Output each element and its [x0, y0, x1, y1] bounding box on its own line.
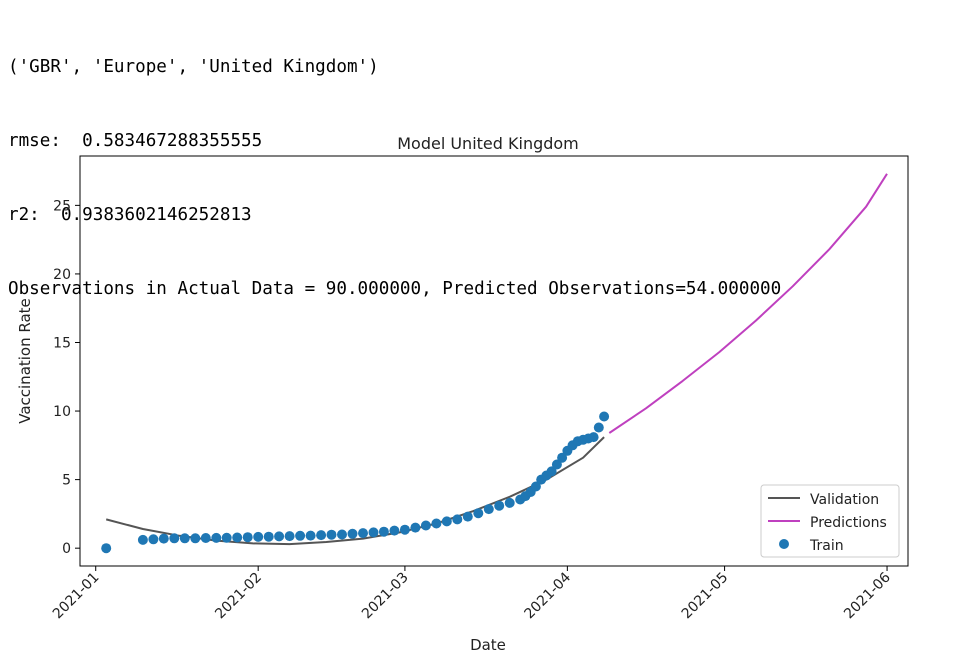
train-point [295, 530, 306, 541]
x-tick-label: 2021-03 [359, 570, 412, 623]
train-point [588, 432, 599, 443]
train-point [316, 530, 327, 541]
train-point [137, 534, 148, 545]
legend: Validation Predictions Train [760, 484, 900, 558]
train-point [483, 504, 494, 515]
legend-label-predictions: Predictions [810, 515, 887, 531]
y-tick-label: 5 [62, 473, 71, 489]
train-point [337, 529, 347, 540]
train-point [551, 459, 562, 470]
train-point [368, 527, 379, 538]
train-point [452, 514, 463, 525]
train-point [389, 525, 400, 536]
train-point [169, 533, 180, 544]
x-tick-label: 2021-06 [841, 569, 894, 622]
train-point [546, 466, 557, 477]
console-line-observations: Observations in Actual Data = 90.000000,… [8, 278, 782, 299]
chart-title: Model United Kingdom [397, 134, 579, 153]
train-point [253, 531, 264, 542]
train-point [148, 534, 159, 545]
y-tick-label: 25 [53, 198, 71, 214]
series-line-predictions [608, 173, 888, 434]
y-tick-label: 20 [53, 267, 71, 283]
train-point [158, 533, 169, 544]
train-point [242, 532, 253, 543]
train-point [599, 411, 610, 422]
train-point [420, 520, 431, 531]
console-output: ('GBR', 'Europe', 'United Kingdom') rmse… [8, 6, 781, 326]
legend-label-train: Train [809, 538, 844, 554]
train-point [504, 497, 515, 508]
train-point [410, 522, 421, 533]
x-tick-label: 2021-02 [212, 570, 265, 623]
y-tick-label: 15 [53, 335, 71, 351]
console-line-rmse: rmse: 0.583467288355555 [8, 130, 263, 151]
train-point [494, 500, 505, 511]
train-point [593, 422, 604, 433]
train-point [441, 516, 452, 527]
x-tick-label: 2021-04 [522, 569, 575, 622]
x-tick-label: 2021-01 [50, 570, 103, 623]
legend-box [760, 484, 900, 558]
console-line-r2: r2: 0.9383602146252813 [8, 204, 252, 225]
train-point [347, 528, 358, 539]
train-point [263, 531, 274, 542]
train-point [101, 543, 112, 554]
train-point [462, 511, 473, 522]
train-point [221, 532, 232, 543]
console-line-country: ('GBR', 'Europe', 'United Kingdom') [8, 57, 379, 78]
y-tick-label: 0 [62, 541, 71, 557]
train-point [211, 532, 222, 543]
train-point [274, 531, 285, 542]
x-axis-label: Date [470, 636, 506, 654]
y-axis-label: Vaccination Rate [16, 298, 34, 424]
legend-swatch-train [779, 539, 789, 549]
train-point [557, 452, 568, 463]
train-point [473, 508, 484, 519]
train-point [305, 530, 316, 541]
train-point [431, 518, 442, 529]
plot-frame [79, 155, 909, 567]
train-point [200, 533, 211, 543]
train-point [232, 532, 243, 543]
train-point [378, 526, 389, 537]
train-point [284, 531, 295, 542]
y-tick-label: 10 [53, 404, 71, 420]
train-point [326, 529, 337, 540]
train-point [399, 524, 410, 535]
legend-label-validation: Validation [810, 492, 879, 508]
train-point [358, 528, 368, 539]
x-tick-label: 2021-05 [679, 570, 732, 623]
train-point [530, 481, 541, 492]
train-point [190, 533, 201, 544]
train-point [179, 533, 190, 544]
